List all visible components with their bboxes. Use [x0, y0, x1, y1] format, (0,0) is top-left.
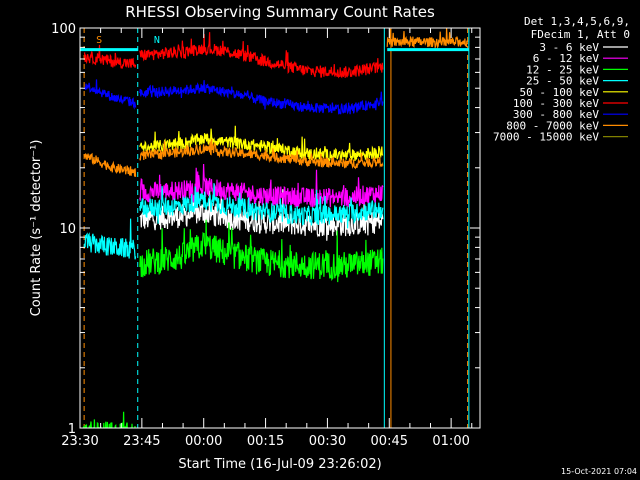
series-line: [82, 411, 136, 428]
legend-entry-label: 12 - 25 keV: [526, 63, 599, 76]
legend-header-line: FDecim 1, Att 0: [531, 28, 630, 41]
time-marker-label: N: [154, 35, 160, 46]
series-line: [83, 79, 137, 110]
y-axis: 1 10 100: [51, 22, 480, 437]
y-tick-label: 10: [59, 222, 76, 237]
series-line: [139, 163, 384, 208]
legend-entry-label: 100 - 300 keV: [513, 97, 599, 110]
x-tick-label: 23:30: [61, 434, 98, 449]
series-line: [139, 183, 384, 229]
x-tick-label: 00:30: [309, 434, 346, 449]
series-line: [139, 138, 384, 170]
x-axis: 23:30 23:45 00:00 00:15 00:30 00:45 01:00: [61, 28, 473, 449]
x-tick-label: 00:00: [185, 434, 222, 449]
chart-title: RHESSI Observing Summary Count Rates: [125, 3, 435, 21]
x-axis-label: Start Time (16-Jul-09 23:26:02): [178, 457, 381, 472]
y-axis-label: Count Rate (s⁻¹ detector⁻¹): [29, 140, 44, 317]
footer-timestamp: 15-Oct-2021 07:04: [561, 467, 637, 476]
legend-entry-label: 25 - 50 keV: [526, 75, 599, 88]
series-line: [139, 32, 384, 79]
series-line: [139, 80, 384, 115]
series-line: [386, 28, 468, 50]
x-tick-label: 01:00: [432, 434, 469, 449]
legend-entry-label: 6 - 12 keV: [533, 52, 600, 65]
series-line: [83, 218, 137, 260]
legend-header-line: Det 1,3,4,5,6,9,: [524, 15, 630, 28]
y-tick-label: 100: [51, 22, 76, 37]
series-layer: [82, 28, 468, 428]
x-tick-label: 00:15: [247, 434, 284, 449]
legend: Det 1,3,4,5,6,9,FDecim 1, Att 03 - 6 keV…: [493, 15, 630, 144]
series-line: [139, 125, 384, 162]
legend-entry-label: 800 - 7000 keV: [506, 119, 599, 132]
legend-entry-label: 7000 - 15000 keV: [493, 131, 599, 144]
x-tick-label: 00:45: [371, 434, 408, 449]
x-tick-label: 23:45: [123, 434, 160, 449]
series-line: [83, 44, 137, 69]
y-tick-label: 1: [68, 422, 76, 437]
series-line: [139, 219, 384, 283]
legend-entry-label: 3 - 6 keV: [539, 41, 599, 54]
legend-entry-label: 300 - 800 keV: [513, 108, 599, 121]
time-marker-label: S: [96, 35, 102, 46]
legend-entry-label: 50 - 100 keV: [520, 86, 600, 99]
series-line: [83, 152, 137, 177]
